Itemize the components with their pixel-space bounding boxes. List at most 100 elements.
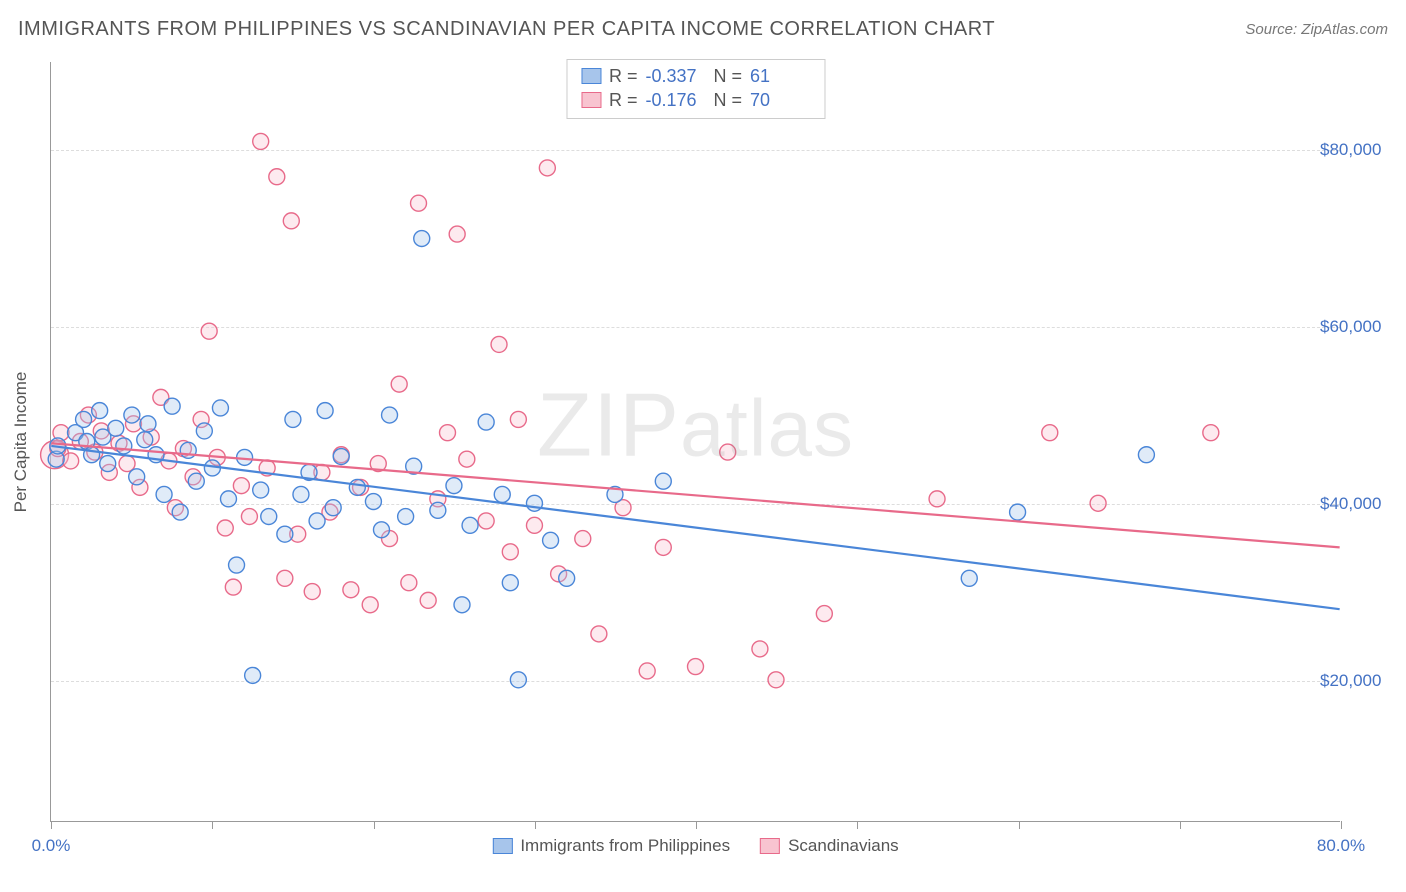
scatter-point-series-2 <box>575 531 591 547</box>
x-tick-label: 0.0% <box>32 836 71 856</box>
scatter-point-series-1 <box>333 449 349 465</box>
scatter-point-series-2 <box>362 597 378 613</box>
scatter-point-series-1 <box>398 509 414 525</box>
scatter-point-series-2 <box>233 478 249 494</box>
scatter-point-series-1 <box>188 473 204 489</box>
scatter-point-series-1 <box>1010 504 1026 520</box>
scatter-point-series-1 <box>76 411 92 427</box>
stat-r-label-1: R = <box>609 64 638 88</box>
scatter-point-series-1 <box>373 522 389 538</box>
y-tick-label: $40,000 <box>1320 494 1400 514</box>
scatter-point-series-1 <box>543 532 559 548</box>
legend-swatch-1 <box>492 838 512 854</box>
legend-label-1: Immigrants from Philippines <box>520 836 730 856</box>
scatter-point-series-1 <box>253 482 269 498</box>
x-tick <box>535 821 536 829</box>
chart-title: IMMIGRANTS FROM PHILIPPINES VS SCANDINAV… <box>18 18 995 41</box>
legend-stats-row-2: R = -0.176 N = 70 <box>581 88 810 112</box>
scatter-point-series-2 <box>459 451 475 467</box>
stat-n-value-2: 70 <box>750 88 810 112</box>
stat-n-label-2: N = <box>714 88 743 112</box>
scatter-point-series-1 <box>325 500 341 516</box>
scatter-point-series-2 <box>816 606 832 622</box>
swatch-series-2 <box>581 92 601 108</box>
scatter-point-series-1 <box>84 447 100 463</box>
scatter-point-series-1 <box>655 473 671 489</box>
x-tick <box>1341 821 1342 829</box>
scatter-point-series-1 <box>285 411 301 427</box>
scatter-point-series-1 <box>349 479 365 495</box>
scatter-point-series-1 <box>261 509 277 525</box>
scatter-point-series-1 <box>129 469 145 485</box>
y-tick-label: $60,000 <box>1320 317 1400 337</box>
scatter-point-series-2 <box>929 491 945 507</box>
legend-bottom: Immigrants from Philippines Scandinavian… <box>472 836 918 856</box>
scatter-point-series-2 <box>449 226 465 242</box>
scatter-point-series-1 <box>502 575 518 591</box>
scatter-point-series-1 <box>124 407 140 423</box>
scatter-point-series-1 <box>180 442 196 458</box>
scatter-point-series-2 <box>491 336 507 352</box>
x-tick <box>374 821 375 829</box>
scatter-point-series-1 <box>478 414 494 430</box>
scatter-point-series-2 <box>391 376 407 392</box>
y-tick-label: $80,000 <box>1320 140 1400 160</box>
scatter-point-series-1 <box>229 557 245 573</box>
scatter-point-series-2 <box>539 160 555 176</box>
scatter-point-series-2 <box>343 582 359 598</box>
scatter-point-series-1 <box>92 403 108 419</box>
scatter-point-series-2 <box>440 425 456 441</box>
scatter-point-series-1 <box>212 400 228 416</box>
scatter-plot <box>51 62 1340 821</box>
scatter-point-series-2 <box>420 592 436 608</box>
scatter-point-series-1 <box>100 456 116 472</box>
scatter-point-series-1 <box>140 416 156 432</box>
scatter-point-series-2 <box>253 133 269 149</box>
swatch-series-1 <box>581 68 601 84</box>
y-axis-label: Per Capita Income <box>11 371 31 512</box>
scatter-point-series-2 <box>225 579 241 595</box>
scatter-point-series-1 <box>1138 447 1154 463</box>
scatter-point-series-2 <box>752 641 768 657</box>
title-bar: IMMIGRANTS FROM PHILIPPINES VS SCANDINAV… <box>18 18 1388 41</box>
scatter-point-series-2 <box>510 411 526 427</box>
legend-stats-row-1: R = -0.337 N = 61 <box>581 64 810 88</box>
scatter-point-series-1 <box>293 486 309 502</box>
stat-n-value-1: 61 <box>750 64 810 88</box>
scatter-point-series-1 <box>462 517 478 533</box>
trend-line-series-1 <box>51 446 1339 609</box>
scatter-point-series-1 <box>961 570 977 586</box>
stat-r-value-2: -0.176 <box>646 88 706 112</box>
legend-swatch-2 <box>760 838 780 854</box>
x-tick <box>1180 821 1181 829</box>
scatter-point-series-2 <box>241 509 257 525</box>
x-tick-label: 80.0% <box>1317 836 1365 856</box>
legend-item-2: Scandinavians <box>760 836 899 856</box>
scatter-point-series-1 <box>454 597 470 613</box>
scatter-point-series-2 <box>639 663 655 679</box>
y-tick-label: $20,000 <box>1320 671 1400 691</box>
plot-area: Per Capita Income ZIPatlas R = -0.337 N … <box>50 62 1340 822</box>
scatter-point-series-1 <box>494 486 510 502</box>
scatter-point-series-1 <box>221 491 237 507</box>
scatter-point-series-2 <box>502 544 518 560</box>
scatter-point-series-2 <box>591 626 607 642</box>
scatter-point-series-1 <box>446 478 462 494</box>
scatter-point-series-1 <box>245 667 261 683</box>
x-tick <box>1019 821 1020 829</box>
scatter-point-series-1 <box>317 403 333 419</box>
scatter-point-series-1 <box>172 504 188 520</box>
scatter-point-series-2 <box>1042 425 1058 441</box>
x-tick <box>212 821 213 829</box>
scatter-point-series-2 <box>688 659 704 675</box>
scatter-point-series-2 <box>1090 495 1106 511</box>
scatter-point-series-2 <box>283 213 299 229</box>
scatter-point-series-2 <box>277 570 293 586</box>
source-label: Source: <box>1245 21 1301 38</box>
scatter-point-series-1 <box>156 486 172 502</box>
scatter-point-series-1 <box>277 526 293 542</box>
scatter-point-series-2 <box>720 444 736 460</box>
scatter-point-series-2 <box>217 520 233 536</box>
scatter-point-series-2 <box>269 169 285 185</box>
x-tick <box>696 821 697 829</box>
